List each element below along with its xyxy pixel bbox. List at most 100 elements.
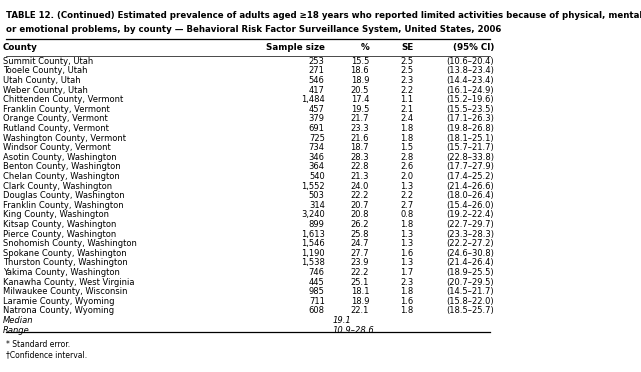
Text: 546: 546: [309, 76, 325, 85]
Text: Median: Median: [3, 316, 33, 325]
Text: 19.5: 19.5: [351, 105, 369, 114]
Text: 1,190: 1,190: [301, 249, 325, 258]
Text: TABLE 12. (Continued) Estimated prevalence of adults aged ≥18 years who reported: TABLE 12. (Continued) Estimated prevalen…: [6, 11, 641, 20]
Text: (20.7–29.5): (20.7–29.5): [446, 278, 494, 286]
Text: 379: 379: [309, 114, 325, 124]
Text: 1.8: 1.8: [401, 134, 413, 142]
Text: 2.8: 2.8: [401, 153, 413, 162]
Text: 18.7: 18.7: [351, 143, 369, 152]
Text: 1.6: 1.6: [401, 297, 413, 306]
Text: Franklin County, Vermont: Franklin County, Vermont: [3, 105, 110, 114]
Text: 22.8: 22.8: [351, 162, 369, 171]
Text: (18.9–25.5): (18.9–25.5): [446, 268, 494, 277]
Text: or emotional problems, by county — Behavioral Risk Factor Surveillance System, U: or emotional problems, by county — Behav…: [6, 25, 502, 33]
Text: 1,546: 1,546: [301, 239, 325, 248]
Text: 25.8: 25.8: [351, 230, 369, 238]
Text: (19.8–26.8): (19.8–26.8): [446, 124, 494, 133]
Text: 22.2: 22.2: [351, 268, 369, 277]
Text: 1.8: 1.8: [401, 220, 413, 229]
Text: (18.0–26.4): (18.0–26.4): [446, 191, 494, 200]
Text: 1.1: 1.1: [401, 95, 413, 104]
Text: 21.3: 21.3: [351, 172, 369, 181]
Text: Sample size: Sample size: [266, 43, 325, 52]
Text: 346: 346: [309, 153, 325, 162]
Text: 1.3: 1.3: [401, 230, 413, 238]
Text: (22.2–27.2): (22.2–27.2): [446, 239, 494, 248]
Text: 2.5: 2.5: [401, 57, 413, 66]
Text: (16.1–24.9): (16.1–24.9): [446, 86, 494, 94]
Text: 457: 457: [309, 105, 325, 114]
Text: 23.9: 23.9: [351, 259, 369, 267]
Text: (19.2–22.4): (19.2–22.4): [447, 211, 494, 219]
Text: 608: 608: [309, 307, 325, 315]
Text: 1.8: 1.8: [401, 124, 413, 133]
Text: Asotin County, Washington: Asotin County, Washington: [3, 153, 117, 162]
Text: King County, Washington: King County, Washington: [3, 211, 109, 219]
Text: 18.1: 18.1: [351, 287, 369, 296]
Text: 2.6: 2.6: [401, 162, 413, 171]
Text: SE: SE: [401, 43, 413, 52]
Text: (14.5–21.7): (14.5–21.7): [446, 287, 494, 296]
Text: 1.6: 1.6: [401, 249, 413, 258]
Text: Pierce County, Washington: Pierce County, Washington: [3, 230, 116, 238]
Text: 24.7: 24.7: [351, 239, 369, 248]
Text: Kanawha County, West Virginia: Kanawha County, West Virginia: [3, 278, 135, 286]
Text: Windsor County, Vermont: Windsor County, Vermont: [3, 143, 111, 152]
Text: Thurston County, Washington: Thurston County, Washington: [3, 259, 128, 267]
Text: Milwaukee County, Wisconsin: Milwaukee County, Wisconsin: [3, 287, 128, 296]
Text: (21.4–26.4): (21.4–26.4): [446, 259, 494, 267]
Text: 2.1: 2.1: [401, 105, 413, 114]
Text: %: %: [360, 43, 369, 52]
Text: 2.0: 2.0: [401, 172, 413, 181]
Text: 1.5: 1.5: [401, 143, 413, 152]
Text: 899: 899: [309, 220, 325, 229]
Text: 24.0: 24.0: [351, 182, 369, 190]
Text: 20.5: 20.5: [351, 86, 369, 94]
Text: 725: 725: [309, 134, 325, 142]
Text: 691: 691: [309, 124, 325, 133]
Text: 1.8: 1.8: [401, 307, 413, 315]
Text: 17.4: 17.4: [351, 95, 369, 104]
Text: 2.2: 2.2: [401, 86, 413, 94]
Text: Chelan County, Washington: Chelan County, Washington: [3, 172, 120, 181]
Text: Snohomish County, Washington: Snohomish County, Washington: [3, 239, 137, 248]
Text: (22.7–29.7): (22.7–29.7): [446, 220, 494, 229]
Text: 2.5: 2.5: [401, 66, 413, 76]
Text: Chittenden County, Vermont: Chittenden County, Vermont: [3, 95, 123, 104]
Text: Utah County, Utah: Utah County, Utah: [3, 76, 81, 85]
Text: (15.7–21.7): (15.7–21.7): [446, 143, 494, 152]
Text: 26.2: 26.2: [351, 220, 369, 229]
Text: 21.6: 21.6: [351, 134, 369, 142]
Text: (23.3–28.3): (23.3–28.3): [446, 230, 494, 238]
Text: Weber County, Utah: Weber County, Utah: [3, 86, 88, 94]
Text: Laramie County, Wyoming: Laramie County, Wyoming: [3, 297, 114, 306]
Text: 417: 417: [309, 86, 325, 94]
Text: Spokane County, Washington: Spokane County, Washington: [3, 249, 126, 258]
Text: 27.7: 27.7: [351, 249, 369, 258]
Text: 1.7: 1.7: [401, 268, 413, 277]
Text: 734: 734: [309, 143, 325, 152]
Text: County: County: [3, 43, 38, 52]
Text: 1,538: 1,538: [301, 259, 325, 267]
Text: 2.4: 2.4: [401, 114, 413, 124]
Text: (15.2–19.6): (15.2–19.6): [446, 95, 494, 104]
Text: (18.1–25.1): (18.1–25.1): [446, 134, 494, 142]
Text: 271: 271: [309, 66, 325, 76]
Text: 503: 503: [309, 191, 325, 200]
Text: 2.3: 2.3: [401, 278, 413, 286]
Text: 1.8: 1.8: [401, 287, 413, 296]
Text: Franklin County, Washington: Franklin County, Washington: [3, 201, 124, 210]
Text: 2.2: 2.2: [401, 191, 413, 200]
Text: 1,552: 1,552: [301, 182, 325, 190]
Text: 2.7: 2.7: [401, 201, 413, 210]
Text: 19.1: 19.1: [332, 316, 351, 325]
Text: 15.5: 15.5: [351, 57, 369, 66]
Text: (22.8–33.8): (22.8–33.8): [446, 153, 494, 162]
Text: 985: 985: [309, 287, 325, 296]
Text: * Standard error.: * Standard error.: [6, 340, 71, 349]
Text: 20.8: 20.8: [351, 211, 369, 219]
Text: 711: 711: [309, 297, 325, 306]
Text: (10.6–20.4): (10.6–20.4): [446, 57, 494, 66]
Text: 18.9: 18.9: [351, 76, 369, 85]
Text: (17.1–26.3): (17.1–26.3): [446, 114, 494, 124]
